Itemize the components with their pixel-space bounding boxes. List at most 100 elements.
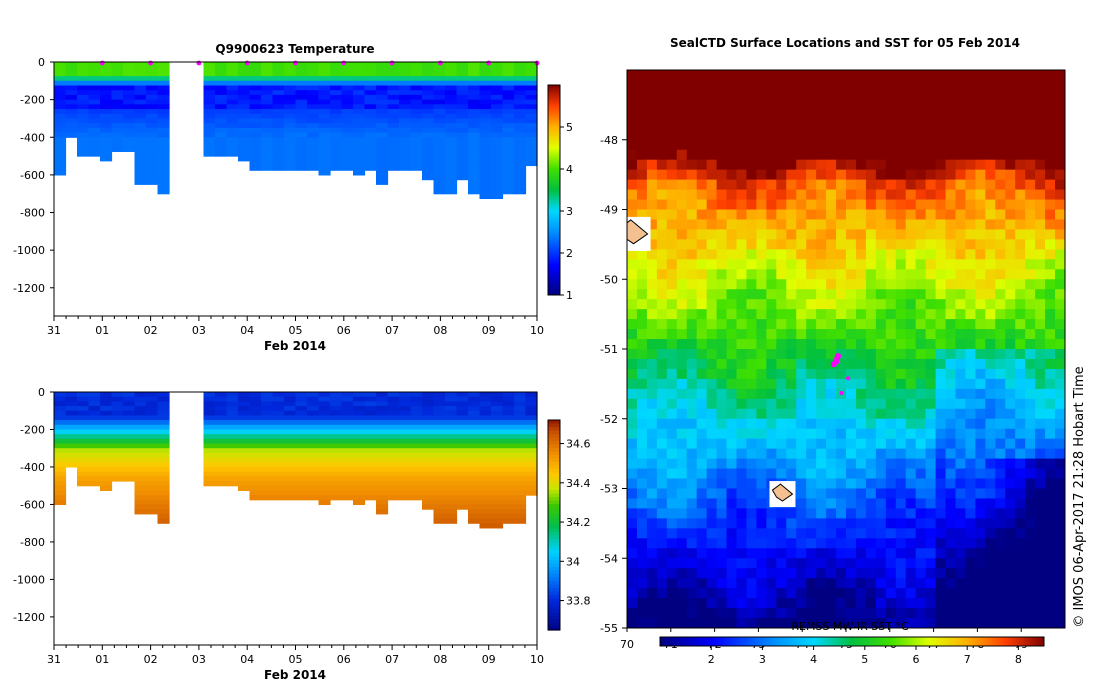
profile-cell (284, 71, 297, 77)
profile-cell (272, 424, 285, 431)
sst-cell (636, 528, 648, 539)
sst-cell (666, 458, 678, 470)
sst-cell (1035, 169, 1046, 181)
profile-cell (422, 66, 435, 73)
sst-cell (995, 458, 1006, 470)
sst-cell (706, 79, 718, 91)
sst-cell (935, 209, 947, 221)
sst-cell (696, 139, 708, 151)
sst-cell (826, 378, 837, 390)
sst-cell (816, 269, 827, 280)
sst-cell (696, 458, 708, 470)
sst-cell (925, 269, 937, 280)
sst-cell (855, 259, 867, 270)
sst-cell (627, 568, 638, 579)
profile-cell (422, 452, 435, 459)
sst-cell (836, 588, 847, 599)
sst-cell (786, 319, 797, 330)
sst-cell (676, 219, 688, 231)
profile-cell (77, 396, 90, 402)
sst-cell (1055, 418, 1065, 430)
sst-cell (1035, 79, 1046, 91)
sst-cell (955, 618, 967, 628)
sst-cell (1035, 249, 1046, 260)
sst-cell (925, 538, 937, 549)
sst-cell (746, 349, 758, 360)
sst-cell (746, 598, 758, 609)
sst-cell (706, 568, 718, 579)
sst-cell (895, 70, 907, 81)
sst-cell (975, 119, 986, 131)
y-tick-label: -800 (20, 536, 45, 549)
map-title: SealCTD Surface Locations and SST for 05… (670, 36, 1020, 50)
profile-cell (284, 104, 297, 110)
sst-cell (686, 149, 698, 161)
profile-cell (502, 420, 515, 426)
profile-cell (445, 80, 458, 87)
sst-cell (985, 528, 996, 539)
profile-cell (261, 420, 274, 426)
profile-cell (226, 137, 239, 143)
sst-cell (776, 249, 787, 260)
profile-cell (318, 495, 331, 501)
profile-cell (157, 410, 170, 417)
sst-cell (855, 169, 867, 181)
profile-cell (65, 429, 78, 435)
sst-cell (955, 458, 967, 470)
profile-cell (134, 424, 147, 431)
profile-cell (468, 392, 481, 398)
profile-cell (88, 462, 101, 468)
sst-cell (985, 349, 996, 360)
sst-cell (915, 259, 927, 270)
profile-cell (261, 146, 274, 152)
sst-cell (786, 149, 797, 161)
sst-cell (905, 588, 917, 599)
profile-cell (433, 71, 446, 77)
sst-cell (985, 199, 996, 211)
sst-cell (1055, 119, 1065, 131)
colorbar-segment (548, 497, 560, 502)
profile-cell (65, 123, 78, 129)
profile-cell (410, 165, 423, 171)
sst-cell (706, 159, 718, 171)
profile-cell (146, 462, 159, 468)
profile-cell (433, 141, 446, 148)
profile-cell (479, 406, 492, 412)
sst-cell (627, 119, 638, 131)
sst-cell (985, 89, 996, 101)
sst-cell (855, 269, 867, 280)
profile-cell (284, 495, 297, 501)
sst-cell (875, 319, 887, 330)
profile-cell (249, 410, 262, 417)
sst-cell (1005, 289, 1016, 300)
profile-cell (479, 392, 492, 398)
profile-cell (445, 420, 458, 426)
sst-cell (975, 358, 986, 370)
profile-cell (491, 179, 504, 185)
profile-cell (295, 490, 308, 496)
sst-cell (1055, 109, 1065, 121)
profile-cell (157, 509, 170, 515)
sst-cell (935, 329, 947, 340)
colorbar-tick-label: 4 (566, 163, 573, 176)
sst-cell (1045, 538, 1056, 549)
profile-cell (203, 392, 216, 398)
sst-cell (646, 279, 658, 290)
sst-cell (846, 329, 857, 340)
sst-cell (666, 418, 678, 430)
profile-cell (54, 499, 67, 506)
sst-cell (1005, 179, 1016, 191)
sst-cell (836, 578, 847, 589)
profile-cell (203, 76, 216, 82)
sst-cell (995, 488, 1006, 500)
profile-cell (433, 104, 446, 110)
profile-cell (226, 118, 239, 124)
profile-cell (157, 485, 170, 491)
profile-cell (479, 71, 492, 77)
sst-cell (776, 508, 787, 519)
sst-cell (656, 568, 668, 579)
sst-cell (915, 279, 927, 290)
sst-cell (826, 388, 837, 400)
sst-cell (766, 368, 777, 380)
sst-cell (945, 319, 957, 330)
